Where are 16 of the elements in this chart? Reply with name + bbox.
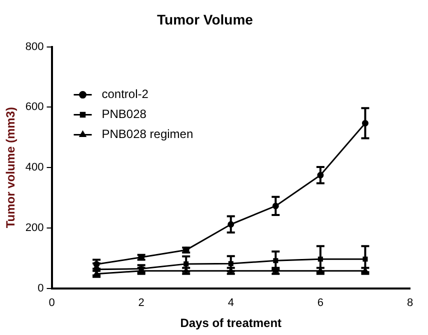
y-tick-label: 400 xyxy=(25,162,44,174)
chart-title: Tumor Volume xyxy=(157,11,254,28)
y-axis-title: Tumor volume (mm3) xyxy=(4,107,18,228)
x-tick-label: 6 xyxy=(317,297,324,310)
legend-label: control-2 xyxy=(102,87,149,102)
x-tick-label: 4 xyxy=(228,297,234,310)
y-tick-label: 200 xyxy=(25,222,44,234)
y-tick-label: 0 xyxy=(38,282,44,294)
legend-label: PNB028 xyxy=(102,107,147,122)
x-tick-label: 8 xyxy=(406,297,414,310)
y-tick-label: 600 xyxy=(25,101,44,114)
legend-label: PNB028 regimen xyxy=(102,127,194,142)
x-tick-label: 2 xyxy=(138,297,144,310)
x-tick-label: 0 xyxy=(48,297,55,310)
y-tick-label: 800 xyxy=(25,40,44,53)
x-axis-title: Days of treatment xyxy=(180,316,282,330)
